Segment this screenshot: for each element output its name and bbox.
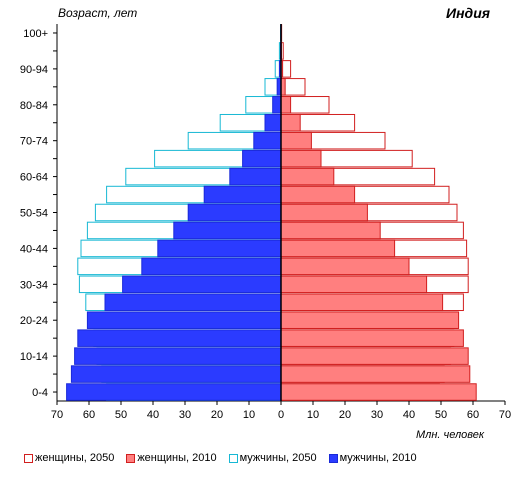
bar-men-2010-55-59 — [203, 185, 282, 204]
y-tick-label-70-74: 70-74 — [20, 136, 48, 148]
x-axis-title: Млн. человек — [416, 429, 485, 441]
x-tick-label-6: 10 — [243, 409, 255, 421]
x-tick-label-8: 10 — [307, 409, 319, 421]
y-tick-label-20-24: 20-24 — [20, 315, 48, 327]
x-tick-label-3: 40 — [147, 409, 159, 421]
legend-item-women-2050: женщины, 2050 — [24, 452, 114, 464]
legend-label-women-2050: женщины, 2050 — [35, 452, 115, 464]
bar-women-2010-35-39 — [280, 257, 410, 276]
bar-women-2010-70-74 — [280, 131, 312, 150]
y-tick-label-50-54: 50-54 — [20, 208, 48, 220]
bar-men-2010-50-54 — [187, 203, 282, 222]
y-tick-label-100+: 100+ — [23, 28, 48, 40]
bar-women-2010-50-54 — [280, 203, 368, 222]
bar-men-2010-70-74 — [253, 131, 282, 150]
y-tick-label-90-94: 90-94 — [20, 64, 48, 76]
bar-women-2010-45-49 — [280, 221, 381, 240]
bar-women-2010-65-69 — [280, 149, 322, 168]
x-tick-label-11: 40 — [403, 409, 415, 421]
bar-men-2010-5-9 — [70, 365, 282, 383]
x-tick-label-9: 20 — [339, 409, 351, 421]
x-tick-label-7: 0 — [278, 409, 284, 421]
legend-item-men-2010: мужчины, 2010 — [328, 452, 417, 464]
x-tick-label-2: 50 — [115, 409, 127, 421]
bar-men-2010-80-84 — [272, 96, 282, 114]
bar-men-2010-75-79 — [264, 113, 282, 132]
y-tick-label-40-44: 40-44 — [20, 243, 48, 255]
bar-women-2010-20-24 — [280, 311, 460, 329]
x-tick-label-13: 60 — [467, 409, 479, 421]
bar-men-2010-35-39 — [141, 257, 282, 276]
bar-women-2010-75-79 — [280, 113, 301, 132]
legend-swatch-women-2050 — [24, 453, 33, 463]
legend: женщины, 2050 женщины, 2010 мужчины, 205… — [24, 452, 429, 464]
x-tick-label-12: 50 — [435, 409, 447, 421]
x-tick-label-10: 30 — [371, 409, 383, 421]
bar-men-2010-45-49 — [173, 221, 282, 240]
bar-men-2010-15-19 — [77, 329, 282, 347]
x-tick-label-4: 30 — [179, 409, 191, 421]
bar-men-2010-25-29 — [104, 293, 282, 312]
legend-swatch-men-2010 — [328, 453, 338, 463]
legend-label-men-2050: мужчины, 2050 — [239, 452, 317, 464]
x-tick-label-0: 70 — [51, 409, 63, 421]
bar-men-2010-65-69 — [242, 149, 282, 168]
bar-women-2010-15-19 — [280, 329, 464, 347]
bar-women-2010-5-9 — [280, 365, 471, 383]
bar-women-2010-60-64 — [280, 167, 335, 186]
y-axis-title: Возраст, лет — [58, 6, 138, 20]
legend-swatch-men-2050 — [228, 453, 238, 463]
y-tick-label-30-34: 30-34 — [20, 279, 48, 291]
legend-item-men-2050: мужчины, 2050 — [228, 452, 317, 464]
bar-men-2010-0-4 — [66, 383, 282, 401]
bar-women-2010-80-84 — [280, 96, 292, 114]
y-tick-label-80-84: 80-84 — [20, 100, 48, 112]
bar-men-2010-30-34 — [122, 275, 282, 294]
x-tick-label-14: 70 — [499, 409, 511, 421]
legend-swatch-women-2010 — [126, 453, 136, 463]
bar-women-2010-0-4 — [280, 383, 477, 401]
legend-label-women-2010: женщины, 2010 — [137, 452, 217, 464]
bar-men-2010-10-14 — [74, 347, 282, 365]
y-tick-label-0-4: 0-4 — [32, 387, 48, 399]
legend-item-women-2010: женщины, 2010 — [126, 452, 217, 464]
bar-men-2010-40-44 — [157, 239, 282, 258]
bar-women-2010-40-44 — [280, 239, 396, 258]
bar-women-2010-30-34 — [280, 275, 428, 294]
x-tick-label-5: 20 — [211, 409, 223, 421]
y-tick-label-60-64: 60-64 — [20, 172, 48, 184]
legend-label-men-2010: мужчины, 2010 — [339, 452, 417, 464]
bar-women-2010-25-29 — [280, 293, 444, 312]
bar-women-2010-55-59 — [280, 185, 356, 204]
bar-women-2010-10-14 — [280, 347, 469, 365]
y-tick-label-10-14: 10-14 — [20, 351, 48, 363]
x-tick-label-1: 60 — [83, 409, 95, 421]
bar-men-2010-20-24 — [86, 311, 282, 329]
bar-men-2010-60-64 — [229, 167, 282, 186]
chart-title: Индия — [446, 5, 490, 21]
